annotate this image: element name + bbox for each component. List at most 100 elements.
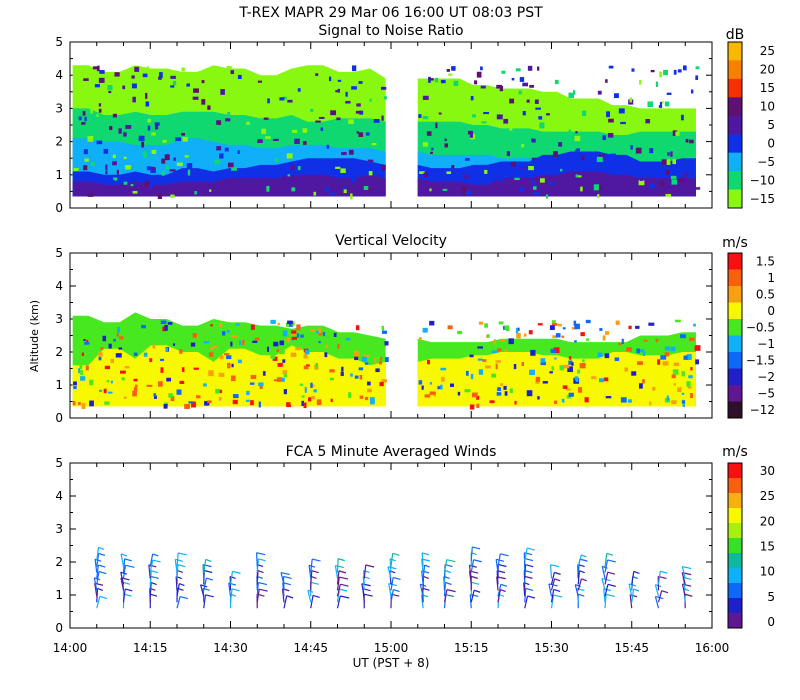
colorbar-label: 15 bbox=[760, 81, 775, 95]
wind-barb-flag bbox=[525, 587, 534, 592]
wind-barb bbox=[443, 559, 448, 573]
heatmap-cell bbox=[82, 111, 86, 116]
wind-barb bbox=[120, 572, 125, 585]
wind-barb bbox=[281, 588, 285, 603]
heatmap-cell bbox=[132, 190, 138, 194]
colorbar-swatch bbox=[728, 78, 742, 98]
wind-barb-flag bbox=[607, 559, 616, 563]
heatmap-cell bbox=[548, 181, 555, 186]
heatmap-cell bbox=[528, 166, 534, 171]
wind-barb-flag bbox=[579, 570, 585, 574]
heatmap-cell bbox=[529, 369, 535, 376]
heatmap-cell bbox=[672, 130, 678, 136]
heatmap-cell bbox=[351, 86, 357, 90]
heatmap-cell bbox=[112, 154, 116, 158]
heatmap-cell bbox=[299, 383, 304, 386]
heatmap-cell bbox=[187, 169, 191, 176]
heatmap-cell bbox=[353, 179, 360, 182]
heatmap-cell bbox=[265, 136, 271, 139]
colorbar-swatch bbox=[728, 493, 742, 509]
wind-barb-flag bbox=[259, 588, 268, 592]
heatmap-cell bbox=[249, 382, 255, 385]
heatmap-cell bbox=[356, 131, 359, 134]
heatmap-cell bbox=[309, 329, 316, 332]
heatmap-cell bbox=[369, 397, 375, 403]
heatmap-cell bbox=[138, 135, 145, 142]
heatmap-cell bbox=[276, 349, 282, 353]
heatmap-cell bbox=[330, 398, 333, 403]
heatmap-cell bbox=[318, 341, 321, 344]
heatmap-cell bbox=[80, 369, 83, 376]
wind-barb bbox=[421, 570, 424, 585]
colorbar-label: −2 bbox=[757, 370, 775, 384]
heatmap-cell bbox=[287, 174, 291, 177]
wind-barb-flag bbox=[553, 588, 561, 592]
heatmap-cell bbox=[368, 171, 373, 176]
vertical-velocity-panel: Vertical Velocity m/s Altitude (km) 0 1 2 3… bbox=[28, 233, 775, 425]
wind-barb bbox=[629, 594, 633, 609]
heatmap-cell bbox=[503, 385, 507, 390]
heatmap-cell bbox=[125, 165, 131, 170]
heatmap-cell bbox=[669, 142, 676, 148]
heatmap-cell bbox=[509, 126, 513, 131]
colorbar-label: 25 bbox=[760, 489, 775, 503]
wind-barb bbox=[681, 584, 686, 597]
wind-barb-flag bbox=[581, 578, 587, 582]
heatmap-cell bbox=[506, 151, 510, 157]
heatmap-cell bbox=[674, 319, 681, 323]
colorbar-swatch bbox=[728, 553, 742, 569]
colorbar-swatch bbox=[728, 152, 742, 172]
colorbar-swatch bbox=[728, 97, 742, 117]
wind-barb bbox=[390, 553, 394, 567]
heatmap-cell bbox=[614, 357, 620, 361]
y-tick-label: 0 bbox=[55, 201, 63, 215]
heatmap-cell bbox=[568, 360, 573, 365]
heatmap-cell bbox=[682, 403, 685, 408]
heatmap-cell bbox=[522, 82, 529, 87]
heatmap-cell bbox=[690, 367, 693, 371]
heatmap-cell bbox=[225, 118, 231, 122]
heatmap-cell bbox=[262, 371, 266, 376]
heatmap-cell bbox=[304, 387, 307, 393]
wind-barb-flag bbox=[98, 564, 106, 568]
heatmap-cell bbox=[620, 397, 627, 403]
wind-barb-flag bbox=[340, 595, 350, 599]
heatmap-cell bbox=[157, 193, 162, 200]
heatmap-cell bbox=[328, 76, 332, 82]
heatmap-cell bbox=[505, 165, 508, 172]
heatmap-cell bbox=[329, 369, 335, 373]
wind-barb-flag bbox=[200, 584, 208, 588]
heatmap-cell bbox=[337, 79, 342, 82]
wind-barb bbox=[149, 553, 154, 567]
colorbar-swatch bbox=[728, 352, 742, 369]
heatmap-cell bbox=[359, 395, 364, 399]
y-tick-label: 0 bbox=[55, 621, 63, 635]
heatmap-cell bbox=[192, 96, 199, 100]
wind-barb bbox=[96, 547, 100, 561]
heatmap-cell bbox=[98, 103, 102, 107]
heatmap-cell bbox=[110, 358, 114, 364]
heatmap-cell bbox=[638, 383, 643, 389]
heatmap-cell bbox=[230, 84, 234, 88]
heatmap-cell bbox=[257, 139, 263, 144]
heatmap-cell bbox=[98, 357, 102, 361]
heatmap-cell bbox=[250, 375, 257, 379]
wind-barb-flag bbox=[120, 553, 128, 557]
wind-barb bbox=[94, 583, 98, 597]
heatmap-cell bbox=[126, 105, 130, 111]
heatmap-cell bbox=[89, 400, 94, 407]
heatmap-cell bbox=[214, 159, 221, 165]
colorbar-swatch bbox=[728, 335, 742, 353]
heatmap-cell bbox=[81, 122, 86, 125]
heatmap-cell bbox=[446, 171, 452, 175]
wind-barb bbox=[310, 570, 313, 585]
heatmap-cell bbox=[341, 366, 344, 372]
wind-barb bbox=[256, 558, 259, 573]
heatmap-cell bbox=[551, 366, 554, 371]
heatmap-cell bbox=[104, 365, 111, 370]
heatmap-cell bbox=[209, 189, 212, 192]
heatmap-cell bbox=[275, 158, 279, 163]
heatmap-cell bbox=[465, 148, 468, 153]
wind-barb-flag bbox=[339, 588, 348, 592]
wind-barb-flag bbox=[498, 563, 507, 568]
